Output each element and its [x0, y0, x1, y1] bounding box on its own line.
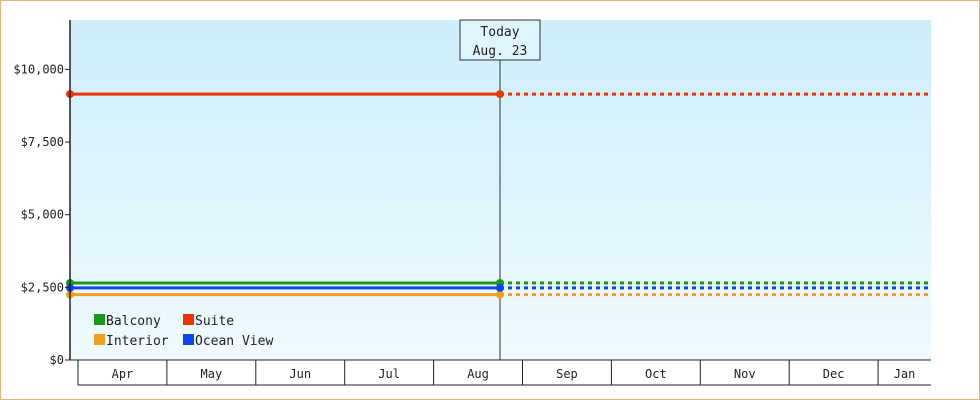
legend-swatch	[94, 334, 105, 345]
y-tick-label: $5,000	[21, 208, 64, 222]
y-tick-label: $0	[50, 353, 64, 367]
x-tick-label: Jul	[378, 367, 400, 381]
x-tick-label: Dec	[823, 367, 845, 381]
series-point-suite	[496, 90, 504, 99]
x-axis-ticks: Apr May Jun Jul Aug Sep Oct Nov Dec Jan	[77, 360, 916, 385]
x-tick-label: Aug	[467, 367, 489, 381]
y-axis-ticks: $0 $2,500 $5,000 $7,500 $10,000	[13, 62, 70, 367]
y-tick-label: $7,500	[21, 135, 64, 149]
x-tick-label: Apr	[112, 367, 134, 381]
series-point-ocean-view	[496, 283, 504, 292]
today-box	[459, 19, 541, 61]
today-marker: Today Aug. 23	[459, 19, 541, 360]
x-tick-label: Sep	[556, 367, 578, 381]
legend-swatch	[183, 334, 194, 345]
today-date: Aug. 23	[473, 44, 528, 59]
series-layer	[66, 90, 931, 299]
x-tick-label: Jan	[894, 367, 916, 381]
legend-label: Interior	[106, 334, 169, 349]
x-tick-label: Oct	[645, 367, 667, 381]
x-tick-label: May	[201, 367, 223, 381]
legend-label: Suite	[195, 314, 234, 329]
legend-swatch	[183, 314, 194, 325]
x-tick-label: Nov	[734, 367, 756, 381]
x-tick-label: Jun	[289, 367, 311, 381]
y-tick-label: $2,500	[21, 280, 64, 294]
legend-label: Balcony	[106, 314, 161, 329]
series-point-interior	[496, 290, 504, 299]
legend-swatch	[94, 314, 105, 325]
today-label: Today	[480, 25, 519, 40]
legend-label: Ocean View	[195, 334, 273, 349]
y-tick-label: $10,000	[13, 62, 64, 76]
legend: Balcony Suite Interior Ocean View	[94, 314, 273, 349]
